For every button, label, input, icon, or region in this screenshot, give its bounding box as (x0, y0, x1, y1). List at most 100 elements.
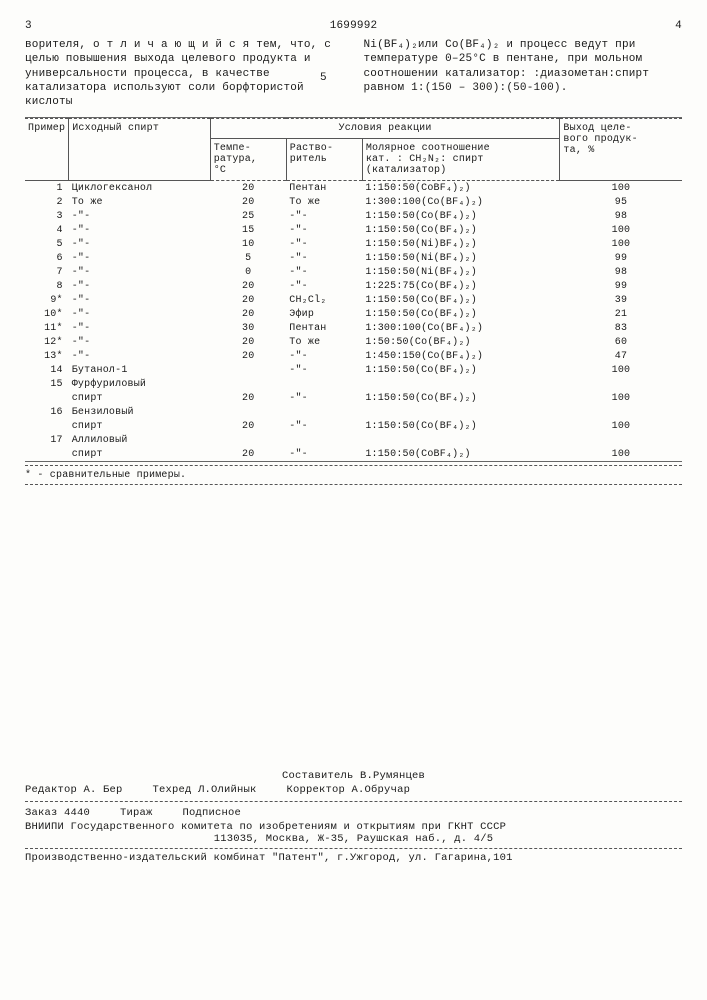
table-row: 4-"-15-"-1:150:50(Co(BF₄)₂)100 (25, 223, 682, 237)
table-cell: -"- (69, 321, 211, 335)
table-cell: 0 (210, 265, 286, 279)
table-cell: -"- (69, 265, 211, 279)
table-cell: -"- (286, 209, 362, 223)
table-cell: 1:150:50(Co(BF₄)₂) (362, 391, 560, 405)
table-cell: 1:150:50(Ni(BF₄)₂) (362, 265, 560, 279)
org-line2: 113035, Москва, Ж-35, Раушская наб., д. … (25, 833, 682, 845)
table-cell: 1:300:100(Co(BF₄)₂) (362, 195, 560, 209)
table-cell: 1:150:50(Co(BF₄)₂) (362, 223, 560, 237)
th-yield: Выход целе- вого продук- та, % (560, 119, 682, 181)
table-cell (210, 433, 286, 447)
table-cell: 1:300:100(Co(BF₄)₂) (362, 321, 560, 335)
table-cell (362, 377, 560, 391)
table-cell: 12* (25, 335, 69, 349)
table-cell: -"- (286, 419, 362, 433)
table-cell: 98 (560, 209, 682, 223)
table-cell: -"- (286, 279, 362, 293)
table-cell: -"- (69, 349, 211, 363)
table-cell (362, 405, 560, 419)
table-cell: 1:225:75(Co(BF₄)₂) (362, 279, 560, 293)
table-row: 10*-"-20Эфир1:150:50(Co(BF₄)₂)21 (25, 307, 682, 321)
table-cell: 5 (25, 237, 69, 251)
table-cell: Эфир (286, 307, 362, 321)
table-cell: 20 (210, 279, 286, 293)
table-cell: 47 (560, 349, 682, 363)
table-cell: 15 (210, 223, 286, 237)
table-cell: спирт (69, 447, 211, 461)
table-cell: 14 (25, 363, 69, 377)
table-cell: -"- (69, 223, 211, 237)
table-row: 11*-"-30Пентан1:300:100(Co(BF₄)₂)83 (25, 321, 682, 335)
table-row: спирт20-"-1:150:50(CoBF₄)₂)100 (25, 447, 682, 461)
th-ratio: Молярное соотношение кат. : CH₂N₂: спирт… (362, 139, 560, 181)
table-cell: Фурфуриловый (69, 377, 211, 391)
page-num-right: 4 (675, 20, 682, 32)
table-cell: 20 (210, 195, 286, 209)
table-cell: 1:150:50(Co(BF₄)₂) (362, 363, 560, 377)
page-header: 3 1699992 4 (25, 20, 682, 32)
table-cell: -"- (286, 223, 362, 237)
left-column: ворителя, о т л и ч а ю щ и й с я тем, ч… (25, 38, 344, 109)
th-solvent: Раство- ритель (286, 139, 362, 181)
table-cell (286, 377, 362, 391)
data-table: Пример Исходный спирт Условия реакции Вы… (25, 117, 682, 462)
table-row: 5-"-10-"-1:150:50(Ni)BF₄)₂)100 (25, 237, 682, 251)
table-cell (560, 405, 682, 419)
table-cell: Бензиловый (69, 405, 211, 419)
table-cell (210, 377, 286, 391)
table-cell: Циклогексанол (69, 181, 211, 196)
table-cell: -"- (286, 447, 362, 461)
table-cell (210, 363, 286, 377)
table-row: 13*-"-20-"-1:450:150(Co(BF₄)₂)47 (25, 349, 682, 363)
table-cell: 20 (210, 419, 286, 433)
table-cell: 8 (25, 279, 69, 293)
table-footnote: * - сравнительные примеры. (25, 470, 682, 481)
table-cell: Пентан (286, 321, 362, 335)
line-number-5: 5 (320, 72, 327, 84)
table-cell: 100 (560, 363, 682, 377)
table-cell: 99 (560, 279, 682, 293)
table-row: 7-"-0-"-1:150:50(Ni(BF₄)₂)98 (25, 265, 682, 279)
table-row: спирт20-"-1:150:50(Co(BF₄)₂)100 (25, 391, 682, 405)
table-cell: 1:150:50(CoBF₄)₂) (362, 181, 560, 196)
table-cell: -"- (69, 209, 211, 223)
table-cell: 1:150:50(Co(BF₄)₂) (362, 307, 560, 321)
table-cell: 100 (560, 447, 682, 461)
table-cell: 100 (560, 237, 682, 251)
table-cell: -"- (286, 265, 362, 279)
th-temp: Темпе- ратура, °С (210, 139, 286, 181)
table-cell: 20 (210, 447, 286, 461)
table-cell (25, 447, 69, 461)
table-row: 16Бензиловый (25, 405, 682, 419)
table-cell: -"- (69, 293, 211, 307)
table-row: 15Фурфуриловый (25, 377, 682, 391)
right-column: Ni(BF₄)₂или Co(BF₄)₂ и процесс ведут при… (364, 38, 683, 109)
table-cell: 30 (210, 321, 286, 335)
table-cell: -"- (286, 349, 362, 363)
table-cell: 4 (25, 223, 69, 237)
th-example: Пример (25, 119, 69, 181)
table-row: 1Циклогексанол20Пентан1:150:50(CoBF₄)₂)1… (25, 181, 682, 196)
table-cell: 1 (25, 181, 69, 196)
table-cell: То же (286, 335, 362, 349)
table-cell: 2 (25, 195, 69, 209)
table-cell: 100 (560, 223, 682, 237)
table-cell: 20 (210, 335, 286, 349)
table-cell: 1:150:50(Co(BF₄)₂) (362, 419, 560, 433)
table-cell: -"- (286, 363, 362, 377)
table-cell: То же (286, 195, 362, 209)
table-cell: -"- (286, 237, 362, 251)
page-num-left: 3 (25, 20, 32, 32)
table-cell: 1:150:50(Co(BF₄)₂) (362, 209, 560, 223)
table-cell: 1:150:50(CoBF₄)₂) (362, 447, 560, 461)
table-cell: 7 (25, 265, 69, 279)
table-row: 9*-"-20CH₂Cl₂1:150:50(Co(BF₄)₂)39 (25, 293, 682, 307)
table-cell (560, 377, 682, 391)
table-cell: 16 (25, 405, 69, 419)
org-line1: ВНИИПИ Государственного комитета по изоб… (25, 821, 682, 833)
table-cell (25, 391, 69, 405)
table-cell: 10* (25, 307, 69, 321)
table-cell (210, 405, 286, 419)
table-cell: -"- (69, 237, 211, 251)
table-row: 3-"-25-"-1:150:50(Co(BF₄)₂)98 (25, 209, 682, 223)
